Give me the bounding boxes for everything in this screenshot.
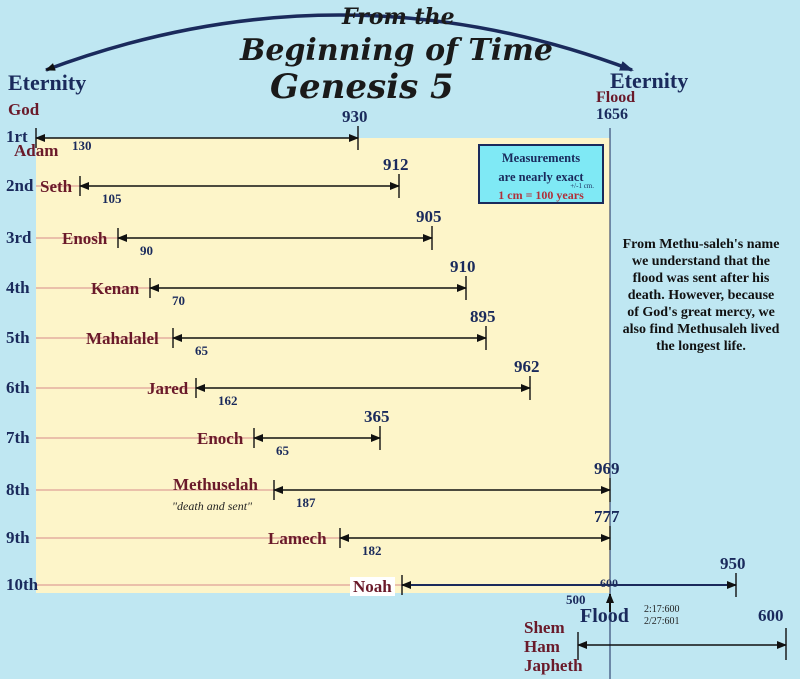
generation-ordinal: 5th bbox=[6, 328, 30, 347]
sons-span-label: 600 bbox=[758, 606, 784, 625]
generation-ordinal: 7th bbox=[6, 428, 30, 447]
son-shem: Shem bbox=[524, 618, 565, 637]
left-eternity-label: Eternity bbox=[8, 70, 87, 95]
god-label: God bbox=[8, 100, 40, 119]
flood-date-2: 2/27:601 bbox=[644, 616, 680, 627]
legend-line2: are nearly exact +/-1 cm. bbox=[480, 170, 602, 190]
lifespan-label: 969 bbox=[594, 459, 620, 478]
lifespan-label: 912 bbox=[383, 155, 409, 174]
measurement-legend: Measurements are nearly exact +/-1 cm. 1… bbox=[478, 144, 604, 204]
patriarch-name: Noah bbox=[350, 577, 395, 596]
lifespan-label: 910 bbox=[450, 257, 476, 276]
son-age-label: 500 bbox=[566, 592, 586, 607]
legend-line1: Measurements bbox=[501, 151, 581, 165]
lifespan-label: 895 bbox=[470, 307, 496, 326]
flood-bottom-label: Flood bbox=[580, 605, 629, 627]
son-age-label: 105 bbox=[102, 191, 122, 206]
right-eternity-label: Eternity bbox=[610, 68, 689, 93]
legend-tolerance: +/-1 cm. bbox=[570, 182, 594, 190]
legend-line2-text: are nearly exact bbox=[498, 170, 584, 184]
son-age-label: 162 bbox=[218, 393, 238, 408]
patriarch-name: Lamech bbox=[268, 529, 327, 548]
patriarch-name: Jared bbox=[147, 379, 189, 398]
patriarch-name: Seth bbox=[40, 177, 73, 196]
flood-header-label: Flood bbox=[596, 89, 636, 106]
title-line1: From the bbox=[342, 4, 455, 30]
lifespan-label: 365 bbox=[364, 407, 390, 426]
generation-ordinal: 2nd bbox=[6, 176, 34, 195]
lifespan-label: 930 bbox=[342, 107, 368, 126]
patriarch-note: "death and sent" bbox=[172, 499, 253, 513]
eternity-arc bbox=[45, 13, 634, 72]
generation-ordinal: 8th bbox=[6, 480, 30, 499]
timeline-panel bbox=[36, 138, 610, 593]
son-age-label: 70 bbox=[172, 293, 185, 308]
patriarch-name: Mahalalel bbox=[86, 329, 159, 348]
generation-ordinal: 6th bbox=[6, 378, 30, 397]
patriarch-name: Methuselah bbox=[173, 475, 258, 494]
son-age-label: 90 bbox=[140, 243, 153, 258]
lifespan-label: 962 bbox=[514, 357, 540, 376]
patriarch-name: Adam bbox=[14, 141, 59, 160]
title-line2: Beginning of Time bbox=[240, 33, 553, 68]
son-age-label: 187 bbox=[296, 495, 316, 510]
noah-flood-age: 600 bbox=[600, 576, 618, 590]
son-age-label: 65 bbox=[195, 343, 208, 358]
son-ham: Ham bbox=[524, 637, 560, 656]
son-age-label: 65 bbox=[276, 443, 289, 458]
lifespan-label: 905 bbox=[416, 207, 442, 226]
patriarch-name: Enoch bbox=[197, 429, 244, 448]
son-age-label: 130 bbox=[72, 138, 92, 153]
generation-ordinal: 1rt bbox=[6, 127, 28, 146]
title-line3: Genesis 5 bbox=[270, 67, 454, 107]
methuselah-note: From Methu-saleh's name we understand th… bbox=[622, 237, 780, 354]
flood-date-1: 2:17:600 bbox=[644, 604, 680, 615]
son-japheth: Japheth bbox=[524, 656, 583, 675]
generation-ordinal: 4th bbox=[6, 278, 30, 297]
generation-ordinal: 9th bbox=[6, 528, 30, 547]
lifespan-label: 777 bbox=[594, 507, 620, 526]
generation-ordinal: 10th bbox=[6, 575, 39, 594]
son-age-label: 182 bbox=[362, 543, 382, 558]
legend-scale: 1 cm = 100 years bbox=[498, 188, 584, 202]
patriarch-name: Enosh bbox=[62, 229, 108, 248]
patriarch-name: Kenan bbox=[91, 279, 140, 298]
flood-year-label: 1656 bbox=[596, 106, 628, 123]
generation-ordinal: 3rd bbox=[6, 228, 32, 247]
lifespan-label: 950 bbox=[720, 554, 746, 573]
